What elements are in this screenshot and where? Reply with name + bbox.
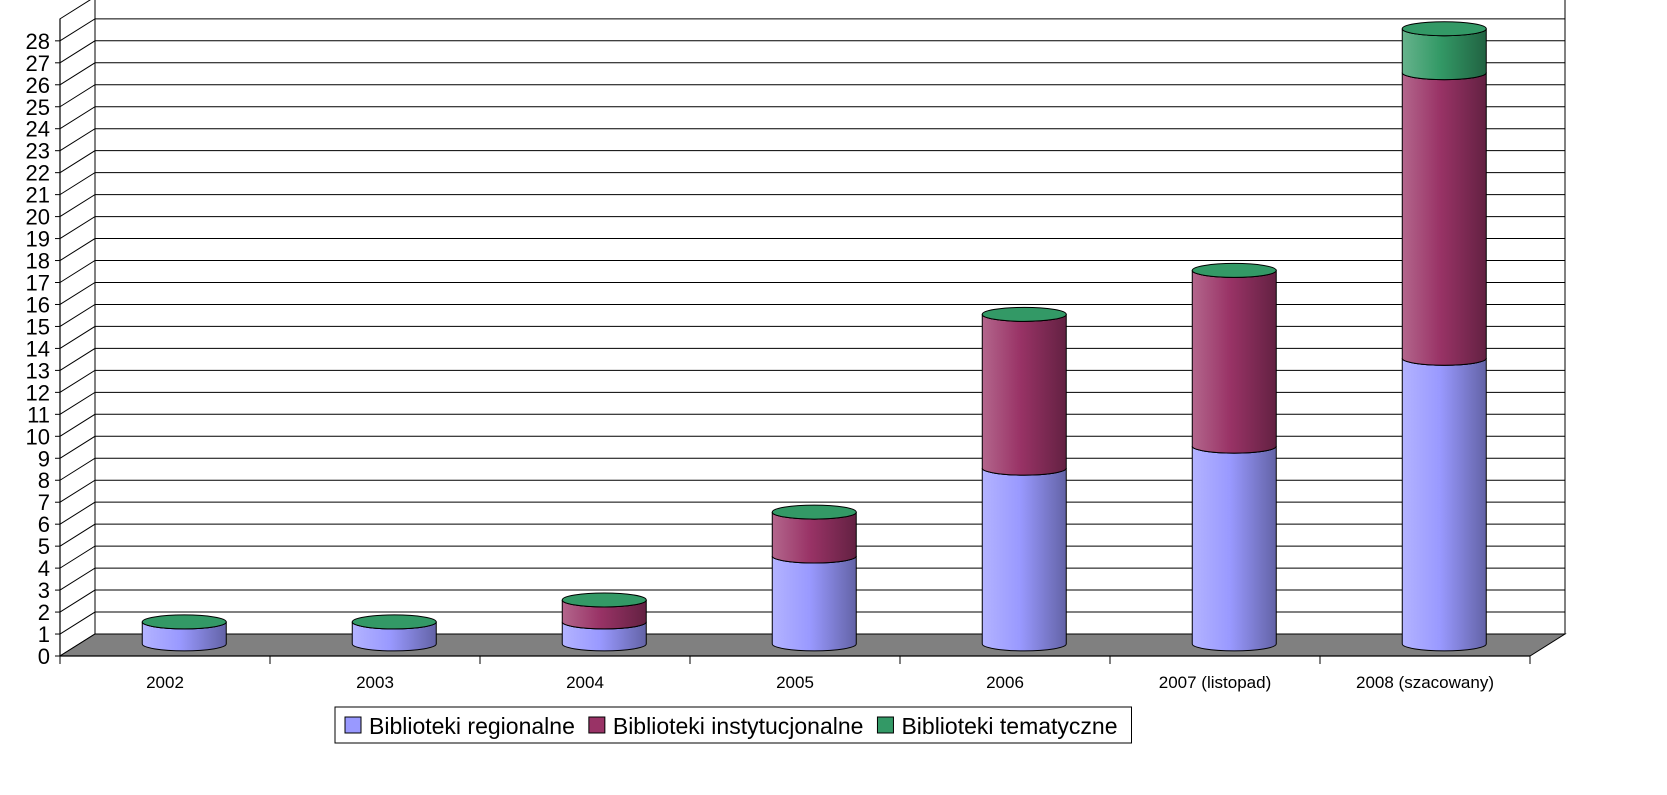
gridline: [59, 435, 1565, 459]
y-tick-label: 11: [27, 402, 50, 427]
gridline: [59, 18, 1565, 42]
gridline: [59, 128, 1565, 152]
gridline: [59, 457, 1565, 481]
gridline: [59, 62, 1565, 86]
gridline: [59, 150, 1565, 174]
y-tick-label: 2: [38, 600, 50, 625]
y-tick-label: 25: [26, 95, 50, 120]
y-tick-label: 5: [38, 534, 50, 559]
bar-top-cap: [771, 504, 857, 520]
gridline: [59, 84, 1565, 108]
gridline: [59, 325, 1565, 349]
legend-swatch: [876, 716, 894, 734]
y-tick-label: 18: [26, 249, 50, 274]
bar-segment: [1401, 28, 1487, 81]
legend-label: Biblioteki instytucjonalne: [613, 713, 864, 739]
gridline: [59, 303, 1565, 327]
x-tick-label: 2007 (listopad): [1159, 673, 1271, 692]
axes: [59, 18, 1530, 657]
y-tick-label: 13: [26, 358, 50, 383]
bar-segment: [771, 555, 857, 652]
y-tick-label: 9: [38, 446, 50, 471]
legend-label: Biblioteki regionalne: [369, 713, 575, 739]
y-tick-label: 22: [26, 161, 50, 186]
y-tick-label: 0: [38, 644, 50, 669]
y-tick-label: 15: [26, 314, 50, 339]
y-tick-label: 17: [26, 271, 50, 296]
gridlines: [59, 18, 1565, 657]
gridline: [59, 479, 1565, 503]
gridline: [59, 545, 1565, 569]
gridline: [59, 413, 1565, 437]
gridline: [59, 238, 1565, 261]
legend-box: [334, 706, 1132, 744]
bars: [141, 21, 1487, 652]
gridline: [59, 260, 1565, 283]
bar-top-cap: [561, 592, 647, 608]
y-tick-label: 10: [26, 424, 50, 449]
y-tick-label: 14: [26, 336, 50, 361]
bar-segment: [1191, 446, 1277, 652]
y-tick-label: 6: [38, 512, 50, 537]
y-tick-label: 28: [26, 29, 50, 54]
bar-segment: [981, 314, 1067, 476]
y-tick-label: 3: [38, 578, 50, 603]
x-tick-label: 2005: [776, 673, 814, 692]
y-tick-label: 4: [38, 556, 50, 581]
gridline: [59, 611, 1565, 635]
y-tick-label: 20: [26, 205, 50, 230]
gridline: [59, 589, 1565, 613]
bar-segment: [1191, 270, 1277, 454]
legend-label: Biblioteki tematyczne: [901, 713, 1117, 739]
gridline: [59, 172, 1565, 196]
bar-segment: [981, 467, 1067, 652]
legend-swatch: [344, 716, 362, 734]
y-tick-label: 27: [26, 51, 50, 76]
bar-top-cap: [981, 306, 1067, 322]
y-tick-label: 7: [38, 490, 50, 515]
bar-segment: [1401, 358, 1487, 652]
x-tick-label: 2003: [356, 673, 394, 692]
gridline: [59, 347, 1565, 371]
y-tick-label: 23: [26, 139, 50, 164]
y-tick-label: 1: [38, 622, 50, 647]
bar-segment: [1401, 72, 1487, 366]
x-tick-label: 2002: [146, 673, 184, 692]
gridline: [59, 369, 1565, 393]
y-tick-label: 19: [26, 227, 50, 252]
gridline: [59, 281, 1565, 305]
x-axis-ticks: 2002 2003 2004 2005 2006 2007 (listopad) 2008 …: [59, 656, 1531, 692]
legend: Biblioteki regionalne Biblioteki instytuc…: [334, 706, 1132, 744]
y-tick-label: 16: [26, 292, 50, 317]
bar-top-cap: [351, 614, 437, 630]
y-tick-label: 26: [26, 73, 50, 98]
gridline: [59, 106, 1565, 130]
y-tick-label: 21: [26, 183, 50, 208]
y-tick-label: 12: [26, 380, 50, 405]
legend-swatch: [588, 716, 606, 734]
y-axis-ticks: 0123456789101112131415161718192021222324…: [26, 29, 60, 669]
x-tick-label: 2006: [986, 673, 1024, 692]
y-tick-label: 8: [38, 468, 50, 493]
gridline: [59, 194, 1565, 218]
gridline: [59, 501, 1565, 525]
bar-top-cap: [1401, 21, 1487, 37]
gridline: [59, 567, 1565, 591]
x-tick-label: 2008 (szacowany): [1356, 673, 1494, 692]
gridline: [59, 216, 1565, 239]
gridline: [59, 523, 1565, 547]
bar-top-cap: [1191, 262, 1277, 278]
bar-top-cap: [141, 614, 227, 630]
bar-segment: [771, 511, 857, 564]
y-tick-label: 24: [26, 117, 50, 142]
x-tick-label: 2004: [566, 673, 604, 692]
gridline: [59, 391, 1565, 415]
gridline: [59, 40, 1565, 64]
